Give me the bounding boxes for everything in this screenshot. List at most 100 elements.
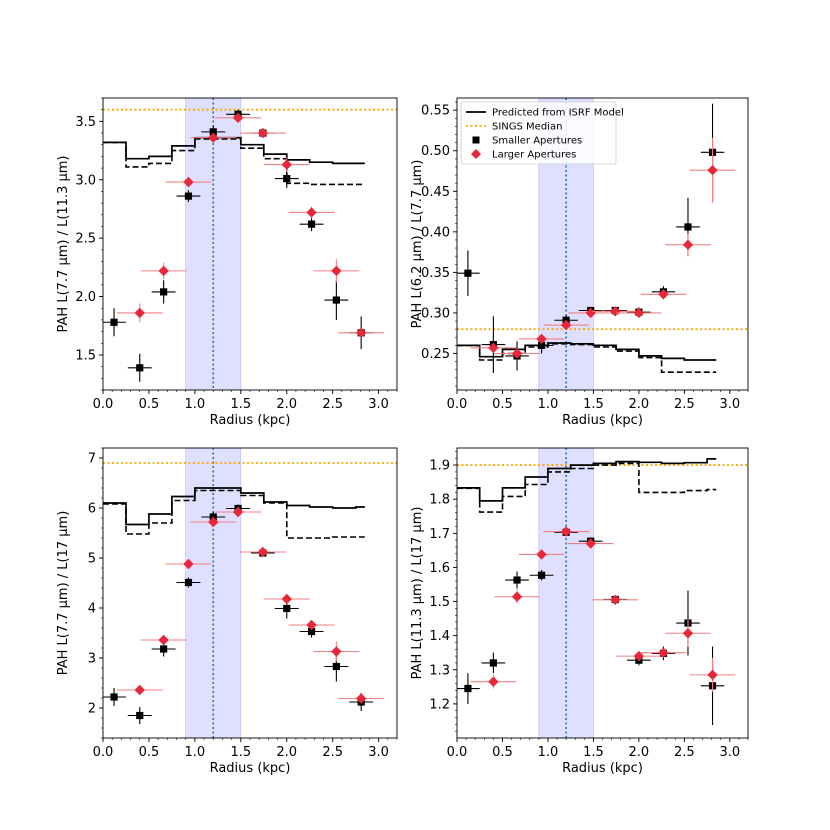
smaller-aperture-point xyxy=(505,571,529,589)
diamond-marker xyxy=(183,176,194,188)
diamond-marker xyxy=(183,558,194,570)
y-tick-label: 4 xyxy=(88,602,96,617)
larger-aperture-point xyxy=(567,538,614,549)
larger-aperture-point xyxy=(689,137,736,203)
y-axis-label: PAH L(7.7 μm) / L(11.3 μm) xyxy=(56,156,71,333)
diamond-marker xyxy=(682,239,694,251)
square-marker xyxy=(307,627,316,636)
x-tick-label: 2.0 xyxy=(276,745,297,760)
diamond-marker xyxy=(511,591,523,602)
larger-aperture-point xyxy=(313,259,360,283)
larger-aperture-point xyxy=(616,307,662,319)
x-tick-label: 2.5 xyxy=(674,745,695,760)
diamond-marker xyxy=(158,265,169,277)
smaller-aperture-point xyxy=(481,652,506,674)
smaller-aperture-point xyxy=(176,577,201,588)
y-tick-label: 1.4 xyxy=(429,629,450,644)
diamond-marker xyxy=(232,506,244,518)
model-solid-line xyxy=(103,487,365,526)
model-solid-line xyxy=(457,458,717,502)
smaller-aperture-point xyxy=(127,353,152,382)
square-marker xyxy=(307,220,316,228)
diamond-marker xyxy=(208,516,219,528)
x-tick-label: 3.0 xyxy=(719,745,740,760)
legend: Predicted from ISRF Model SINGS Median Sma… xyxy=(460,101,624,165)
diamond-marker xyxy=(707,164,718,176)
diamond-marker xyxy=(306,619,317,631)
panel-6.2-7.7: 0.0 0.5 1.0 1.5 2.0 2.5 3.0 0.25 0.30 0.35 0.40 0.4… xyxy=(410,97,749,428)
square-marker xyxy=(160,645,168,653)
y-tick-label: 0.55 xyxy=(421,104,450,119)
model-dashed-line xyxy=(457,462,717,513)
larger-aperture-point xyxy=(263,593,310,605)
diamond-marker xyxy=(208,132,219,143)
square-marker xyxy=(110,318,118,326)
x-tick-label: 0.0 xyxy=(447,397,468,412)
x-tick-label: 0.5 xyxy=(139,745,160,760)
smaller-aperture-point xyxy=(274,169,299,188)
larger-aperture-point xyxy=(543,526,589,537)
legend-box xyxy=(460,101,617,165)
diamond-marker xyxy=(682,628,694,639)
diamond-marker xyxy=(281,593,292,605)
x-tick-label: 1.0 xyxy=(538,397,559,412)
legend-large-label: Larger Apertures xyxy=(492,150,576,161)
x-tick-label: 1.5 xyxy=(230,745,251,760)
x-tick-label: 2.5 xyxy=(322,745,343,760)
square-marker xyxy=(160,288,168,296)
legend-small-label: Smaller Apertures xyxy=(492,136,582,147)
diamond-marker xyxy=(488,342,499,354)
y-tick-label: 3 xyxy=(88,652,96,667)
larger-aperture-point xyxy=(616,650,662,662)
x-tick-label: 0.5 xyxy=(139,397,160,412)
legend-small-swatch xyxy=(472,136,480,144)
larger-aperture-point xyxy=(640,289,687,300)
larger-aperture-point xyxy=(288,206,335,219)
x-tick-label: 1.5 xyxy=(583,397,604,412)
legend-median-label: SINGS Median xyxy=(492,122,562,133)
diamond-marker xyxy=(633,307,645,319)
y-tick-label: 3.0 xyxy=(75,173,96,188)
larger-aperture-point xyxy=(689,657,736,692)
x-axis-label: Radius (kpc) xyxy=(210,413,291,428)
diamond-marker xyxy=(355,327,367,338)
smaller-aperture-point xyxy=(151,280,176,304)
diamond-marker xyxy=(306,207,317,218)
y-tick-label: 3.5 xyxy=(75,115,96,130)
plot-area xyxy=(103,98,397,390)
larger-aperture-point xyxy=(165,558,212,570)
x-tick-label: 2.0 xyxy=(629,397,650,412)
larger-aperture-point xyxy=(215,506,262,518)
x-tick-label: 1.0 xyxy=(538,745,559,760)
larger-aperture-point xyxy=(288,619,335,631)
diamond-marker xyxy=(331,646,342,657)
larger-aperture-point xyxy=(140,262,187,280)
y-tick-label: 1.9 xyxy=(429,459,450,474)
y-tick-label: 1.6 xyxy=(429,561,450,576)
square-marker xyxy=(464,684,472,693)
larger-aperture-point xyxy=(494,589,540,604)
larger-aperture-point xyxy=(263,157,310,172)
x-axis-label: Radius (kpc) xyxy=(562,761,643,776)
diamond-marker xyxy=(658,647,669,658)
y-tick-label: 1.3 xyxy=(429,663,450,678)
x-tick-label: 1.0 xyxy=(185,397,206,412)
x-tick-label: 1.5 xyxy=(230,397,251,412)
larger-aperture-point xyxy=(665,233,711,257)
y-tick-label: 0.45 xyxy=(421,185,450,200)
diamond-marker xyxy=(585,538,596,549)
y-tick-label: 0.40 xyxy=(421,225,450,240)
larger-aperture-point xyxy=(313,641,360,662)
model-solid-line xyxy=(103,136,365,165)
panel-11.3-17: 0.0 0.5 1.0 1.5 2.0 2.5 3.0 1.2 1.3 1.4 1.5 1.6 1.7 1… xyxy=(410,447,749,776)
diamond-marker xyxy=(536,549,547,560)
square-marker xyxy=(684,223,692,231)
smaller-aperture-point xyxy=(176,190,201,202)
square-marker xyxy=(209,128,217,136)
diamond-marker xyxy=(707,669,718,681)
y-axis-label: PAH L(11.3 μm) / L(17 μm) xyxy=(410,507,425,680)
square-marker xyxy=(283,174,291,183)
y-tick-label: 7 xyxy=(88,452,96,467)
x-tick-label: 0.0 xyxy=(447,745,468,760)
